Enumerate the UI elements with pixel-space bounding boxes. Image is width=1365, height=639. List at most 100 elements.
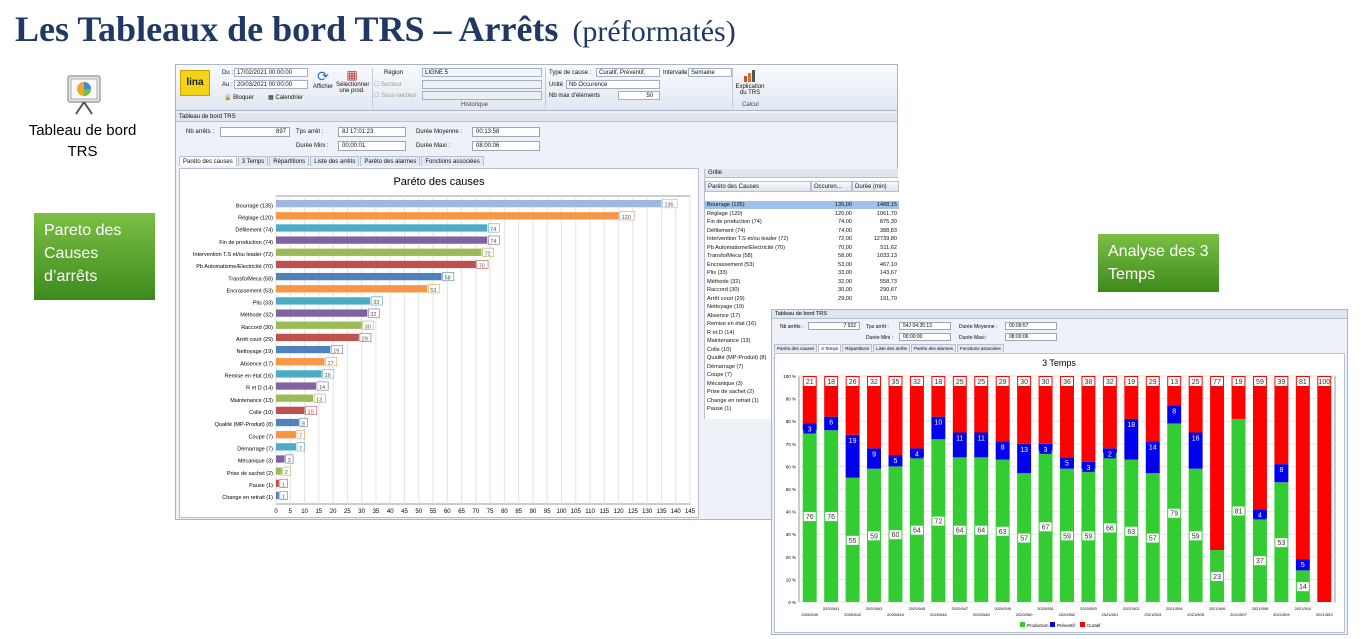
data-label-box: [1189, 433, 1202, 443]
bar: [276, 382, 316, 390]
au-date-input[interactable]: 20/03/2021 00:00:00: [234, 80, 308, 89]
win2-tab-pareto-causes[interactable]: Paréto des causes: [774, 344, 818, 352]
win2-tps-arret-field[interactable]: 54J 04:35:13: [899, 322, 951, 330]
tab-3-temps[interactable]: 3 Temps: [237, 156, 269, 166]
data-label: 7: [299, 434, 302, 440]
duree-mini-field[interactable]: 00:00:01: [338, 141, 406, 151]
au-label: Au :: [222, 82, 233, 88]
data-label: 29: [999, 379, 1007, 386]
grid-row[interactable]: Intervention T.S et/ou leader (72) 72,00 1…: [705, 235, 899, 243]
secteur-checkbox[interactable]: ☐ Secteur: [374, 82, 402, 88]
intervalle-select[interactable]: Semaine: [688, 68, 732, 77]
grid-row[interactable]: Pause (1): [705, 405, 899, 413]
data-label: 53: [430, 288, 436, 294]
grid-col-cause[interactable]: Paréto des Causes: [705, 181, 811, 192]
grid-row[interactable]: Absence (17): [705, 312, 899, 320]
grid-row[interactable]: Coupe (7): [705, 371, 899, 379]
grid-row[interactable]: Nettoyage (19): [705, 303, 899, 311]
grid-col-duree[interactable]: Durée (min): [852, 181, 899, 192]
afficher-button[interactable]: ⟳ Afficher: [311, 68, 335, 90]
grid-row[interactable]: Démarrage (7): [705, 363, 899, 371]
grid-row[interactable]: Réglage (120) 120,00 1061,70: [705, 210, 899, 218]
grid-row[interactable]: Méthode (32) 32,00 558,73: [705, 278, 899, 286]
calendrier-button[interactable]: ▦ Calendrier: [268, 94, 303, 101]
sous-secteur-select[interactable]: [422, 91, 542, 100]
nb-arrets-field[interactable]: 897: [220, 127, 290, 137]
win2-tab-liste-arrets[interactable]: Liste des arrêts: [873, 344, 910, 352]
x-tick-label: 2020/541: [823, 606, 840, 611]
grid-cell: 1488,15: [876, 202, 897, 208]
grid-row[interactable]: Fin de production (74) 74,00 875,30: [705, 218, 899, 226]
nbmax-stepper[interactable]: 50: [618, 91, 660, 100]
grid-row[interactable]: Remise en état (16): [705, 320, 899, 328]
duree-maxi-field[interactable]: 08:00:06: [472, 141, 540, 151]
data-label-box: [296, 430, 305, 440]
du-date-input[interactable]: 17/02/2021 00:00:00: [234, 68, 308, 77]
grid-row[interactable]: R et D (14): [705, 329, 899, 337]
data-label-box: [368, 308, 380, 318]
grid-row[interactable]: Maintenance (13): [705, 337, 899, 345]
grid-cell: Intervention T.S et/ou leader (72): [707, 236, 789, 242]
grid-row[interactable]: Plis (33) 33,00 143,67: [705, 269, 899, 277]
grid-row[interactable]: Bourrage (135) 135,00 1488,15: [705, 201, 899, 209]
grid-row[interactable]: Colle (10): [705, 346, 899, 354]
grid-row[interactable]: Défilement (74) 74,00 388,83: [705, 227, 899, 235]
duree-moyenne-field[interactable]: 00:13:58: [472, 127, 540, 137]
win2-duree-moy-field[interactable]: 00:09:57: [1005, 322, 1057, 330]
grid-row[interactable]: Arrêt court (29) 29,00 191,70: [705, 295, 899, 303]
y-category-label: Pause (1): [249, 483, 273, 489]
data-label-box: [279, 478, 288, 488]
data-label: 76: [827, 514, 835, 521]
win2-tab-repartitions[interactable]: Répartitions: [842, 344, 873, 352]
win2-duree-maxi-field[interactable]: 08:00:06: [1005, 333, 1057, 341]
grid-row[interactable]: Qualité (MP-Produit) (8): [705, 354, 899, 362]
secteur-select[interactable]: [422, 80, 542, 89]
grid-row[interactable]: Prise de sachet (2): [705, 388, 899, 396]
y-tick-label: 20 %: [786, 555, 796, 560]
win2-tab-3-temps[interactable]: 3 Temps: [818, 344, 842, 352]
y-category-label: Raccord (30): [241, 325, 273, 331]
region-select[interactable]: LIGNE 5: [422, 68, 542, 77]
grid-row[interactable]: Mécanique (3): [705, 380, 899, 388]
grid-row[interactable]: Transfo/Meca (58) 58,00 1033,13: [705, 252, 899, 260]
tab-pareto-causes[interactable]: Paréto des causes: [179, 156, 237, 166]
y-category-label: Absence (17): [240, 361, 273, 367]
selectionner-button[interactable]: ▦ Sélectionner une prod.: [336, 68, 369, 94]
x-tick-label: 60: [444, 509, 451, 515]
grid-cell: 74,00: [838, 227, 852, 234]
grid-row[interactable]: Pb Automatisme/Electricité (70) 70,00 511,…: [705, 244, 899, 252]
data-label: 30: [365, 324, 371, 330]
type-cause-select[interactable]: Curatif, Préventif,: [596, 68, 660, 77]
x-tick-label: 2020/553: [1080, 606, 1097, 611]
grid-row[interactable]: Raccord (30) 30,00 290,67: [705, 286, 899, 294]
tab-pareto-alarmes[interactable]: Paréto des alarmes: [360, 156, 421, 166]
grid-row[interactable]: Change en retrait (1): [705, 397, 899, 405]
data-label: 32: [913, 379, 921, 386]
explication-button[interactable]: Explication du TRS: [734, 68, 766, 96]
legend-swatch: [1020, 622, 1025, 627]
bloquer-button[interactable]: 🔒 Bloquer: [224, 94, 254, 101]
unite-select[interactable]: Nb Occurence: [566, 80, 660, 89]
data-label-box: [1168, 406, 1181, 416]
data-label: 39: [1278, 379, 1286, 386]
y-tick-label: 80 %: [786, 419, 796, 424]
tab-fonctions-associees[interactable]: Fonctions associées: [421, 156, 484, 166]
win2-duree-mini-field[interactable]: 00:00:00: [899, 333, 951, 341]
win2-nb-arrets-field[interactable]: 7 932: [808, 322, 860, 330]
tab-repartitions[interactable]: Répartitions: [269, 156, 310, 166]
sous-secteur-checkbox[interactable]: ☐ Sous-secteur: [374, 93, 417, 99]
tps-arret-field[interactable]: 8J 17:01:23: [338, 127, 406, 137]
grid-cell: 143,67: [879, 270, 897, 276]
data-label: 59: [1256, 379, 1264, 386]
grid-cell: Plis (33): [707, 270, 728, 276]
stacked-bar-segment: [802, 376, 817, 424]
grid-col-occurence[interactable]: Occuren...: [811, 181, 852, 192]
grid-row[interactable]: Encrassement (53) 53,00 467,10: [705, 261, 899, 269]
win2-tab-pareto-alarmes[interactable]: Paréto des alarmes: [911, 344, 957, 352]
data-label-box: [1146, 377, 1159, 386]
tab-liste-arrets[interactable]: Liste des arrêts: [310, 156, 360, 166]
presentation-board-icon[interactable]: [62, 72, 106, 116]
win2-tab-fonctions-associees[interactable]: Fonctions associées: [957, 344, 1004, 352]
data-label-box: [803, 377, 816, 386]
tps-arret-label: Tps arrêt :: [296, 129, 324, 135]
